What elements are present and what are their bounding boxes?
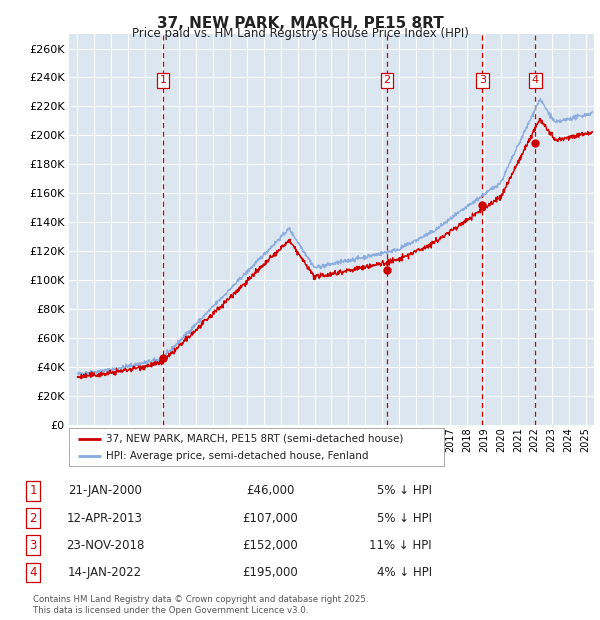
Text: 5% ↓ HPI: 5% ↓ HPI bbox=[377, 484, 432, 497]
Text: 2: 2 bbox=[383, 76, 391, 86]
Text: 1: 1 bbox=[29, 484, 37, 497]
Text: 4: 4 bbox=[532, 76, 539, 86]
Text: 23-NOV-2018: 23-NOV-2018 bbox=[66, 539, 144, 552]
Text: 14-JAN-2022: 14-JAN-2022 bbox=[68, 566, 142, 579]
Text: £195,000: £195,000 bbox=[242, 566, 298, 579]
Text: £152,000: £152,000 bbox=[242, 539, 298, 552]
Text: Contains HM Land Registry data © Crown copyright and database right 2025.: Contains HM Land Registry data © Crown c… bbox=[33, 595, 368, 604]
Text: 37, NEW PARK, MARCH, PE15 8RT: 37, NEW PARK, MARCH, PE15 8RT bbox=[157, 16, 443, 30]
Text: 5% ↓ HPI: 5% ↓ HPI bbox=[377, 512, 432, 525]
Text: 2: 2 bbox=[29, 512, 37, 525]
Text: This data is licensed under the Open Government Licence v3.0.: This data is licensed under the Open Gov… bbox=[33, 606, 308, 616]
Text: 1: 1 bbox=[160, 76, 166, 86]
Text: 11% ↓ HPI: 11% ↓ HPI bbox=[370, 539, 432, 552]
Text: 21-JAN-2000: 21-JAN-2000 bbox=[68, 484, 142, 497]
Text: 4% ↓ HPI: 4% ↓ HPI bbox=[377, 566, 432, 579]
Text: 3: 3 bbox=[29, 539, 37, 552]
Text: 12-APR-2013: 12-APR-2013 bbox=[67, 512, 143, 525]
Text: 4: 4 bbox=[29, 566, 37, 579]
Text: £46,000: £46,000 bbox=[246, 484, 294, 497]
Text: Price paid vs. HM Land Registry's House Price Index (HPI): Price paid vs. HM Land Registry's House … bbox=[131, 27, 469, 40]
Text: £107,000: £107,000 bbox=[242, 512, 298, 525]
Text: 37, NEW PARK, MARCH, PE15 8RT (semi-detached house): 37, NEW PARK, MARCH, PE15 8RT (semi-deta… bbox=[107, 433, 404, 443]
Text: HPI: Average price, semi-detached house, Fenland: HPI: Average price, semi-detached house,… bbox=[107, 451, 369, 461]
Text: 3: 3 bbox=[479, 76, 486, 86]
